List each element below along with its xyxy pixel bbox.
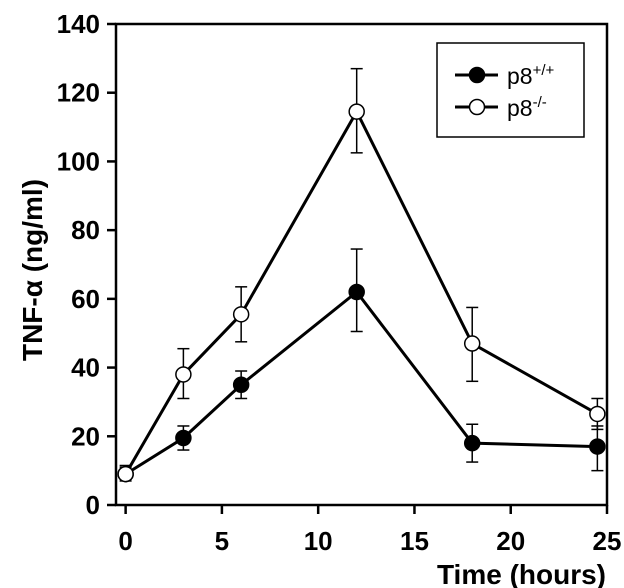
legend-label: p8+/+ [507, 62, 555, 89]
data-point [348, 103, 365, 120]
series-knockout [117, 67, 606, 483]
x-tick-label: 20 [496, 526, 525, 556]
data-point [463, 434, 481, 452]
y-tick-label: 40 [71, 353, 100, 383]
y-tick-label: 140 [57, 9, 100, 39]
legend: p8+/+ p8-/- [436, 42, 585, 138]
series-line [124, 289, 598, 476]
data-point [232, 306, 250, 323]
plot-area [114, 22, 609, 507]
data-point [117, 465, 134, 483]
plot-frame [114, 22, 609, 507]
x-tick-label: 15 [400, 526, 429, 556]
y-tick-label: 20 [71, 421, 100, 451]
x-tick-label: 10 [304, 526, 333, 556]
legend-marker [468, 98, 486, 116]
y-tick-label: 80 [71, 215, 100, 245]
x-axis-title: Time (hours) [437, 559, 606, 588]
x-axis: 0 5 10 15 20 25 [118, 505, 621, 556]
series-wild-type [117, 248, 606, 483]
data-point [463, 335, 481, 352]
data-point [175, 366, 192, 383]
y-tick-label: 120 [57, 78, 100, 108]
x-tick-label: 25 [593, 526, 622, 556]
data-point [175, 429, 192, 447]
series-layer [117, 67, 606, 483]
y-axis-title: TNF-α (ng/ml) [17, 179, 48, 361]
x-tick-label: 5 [215, 526, 229, 556]
y-tick-label: 0 [86, 490, 100, 520]
x-tick-label: 0 [118, 526, 132, 556]
legend-box [436, 42, 585, 138]
legend-marker [468, 66, 486, 84]
series-line [124, 108, 599, 475]
data-point [232, 376, 250, 393]
legend-label: p8-/- [507, 94, 547, 121]
data-point [589, 405, 606, 423]
data-point [348, 283, 365, 301]
y-axis: 0 20 40 60 80 100 120 140 [57, 9, 116, 520]
y-tick-label: 60 [71, 284, 100, 314]
y-tick-label: 100 [57, 146, 100, 176]
data-point [589, 438, 606, 455]
